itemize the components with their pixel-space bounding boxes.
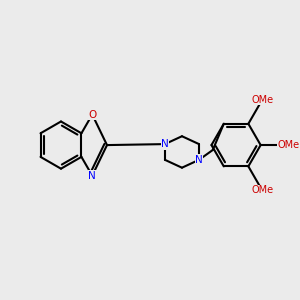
Text: N: N [88,171,96,181]
Text: OMe: OMe [277,140,299,150]
Text: OMe: OMe [251,95,273,105]
Text: N: N [195,155,203,165]
Text: O: O [88,110,96,119]
Text: N: N [161,139,169,149]
Text: OMe: OMe [251,185,273,195]
